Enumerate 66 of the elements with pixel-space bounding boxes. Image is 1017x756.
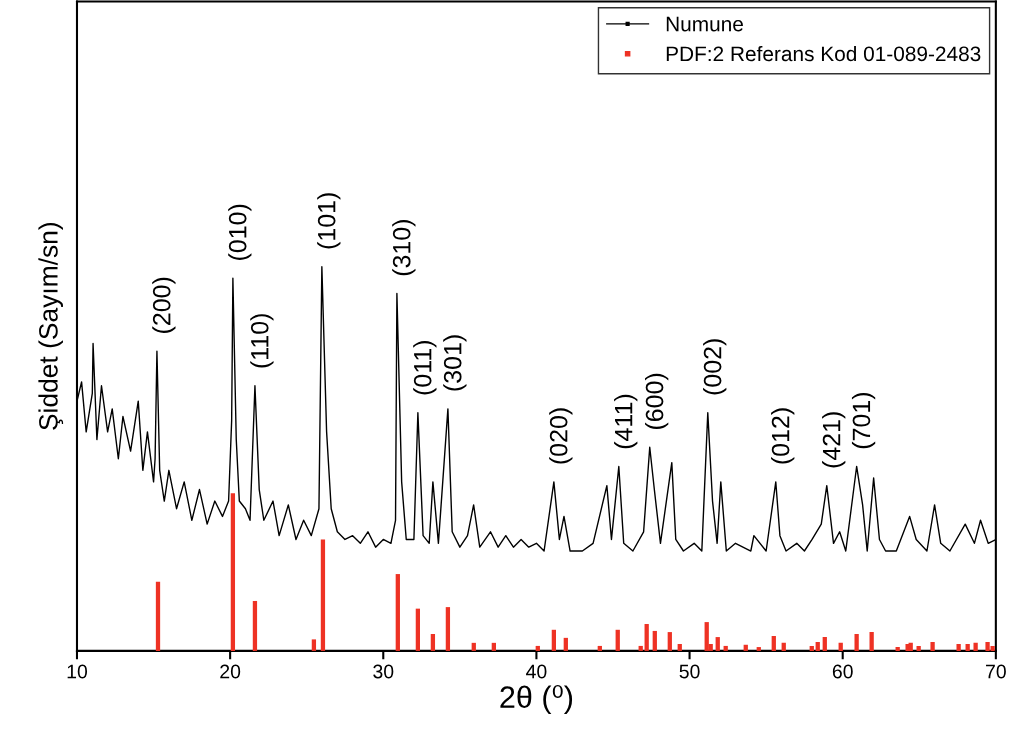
bar [535,645,540,651]
bar [809,645,814,651]
bar [471,642,476,651]
bar [597,645,602,651]
x-tick-label: 20 [220,664,241,679]
annotation: (020) [549,408,573,464]
annotation: (301) [443,335,467,391]
bar [908,642,913,651]
legend-label: Numune [666,16,743,32]
bar [743,644,748,651]
bar [395,574,400,651]
bar [551,629,557,651]
annotation: (600) [645,373,669,430]
bar [252,600,258,651]
bar [815,642,820,651]
x-axis-title: 2θ (⁰) [500,685,573,714]
bar [715,637,720,651]
annotation: (002) [703,339,727,395]
bar [956,644,961,651]
annotation: (012) [771,408,795,464]
bar [445,607,451,651]
annotation: (010) [228,204,252,260]
x-tick-label: 40 [526,664,547,679]
legend-label: PDF:2 Referans Kod 01-089-2483 [666,45,981,62]
bar [677,644,682,651]
bar [822,637,827,651]
bar [415,608,421,651]
bar [230,493,236,651]
bar [704,622,709,651]
bar [930,642,935,651]
bar [563,637,568,651]
bar [667,632,672,651]
annotation: (310) [392,220,416,276]
bar [965,644,970,651]
bar [756,647,761,651]
bar [895,647,900,651]
bar [838,642,843,651]
bar [644,624,649,651]
bar [781,642,786,651]
x-tick-label: 70 [986,664,1006,679]
annotation: (200) [152,277,176,333]
annotation: (011) [413,341,437,395]
y-axis-title: Şiddet (Sayım/sn) [38,222,64,430]
x-tick-label: 30 [373,664,394,679]
bar [869,632,874,651]
bar [430,634,436,651]
bar [638,645,643,651]
annotation: (421) [822,412,846,468]
x-tick-label: 50 [679,664,700,679]
annotation: (701) [851,392,876,449]
bar [652,630,657,651]
x-tick-label: 60 [832,664,853,679]
bar [854,634,859,651]
bar [155,581,161,651]
bar [916,645,921,651]
bar [311,639,317,651]
bar [723,645,728,651]
annotation: (110) [250,314,274,368]
bar [320,539,326,651]
annotation: (411) [614,394,638,449]
bar [771,635,776,651]
bar [615,629,620,651]
bar [973,642,978,651]
bar [491,642,496,651]
x-tick-label: 10 [67,664,88,679]
annotation: (101) [317,193,341,249]
